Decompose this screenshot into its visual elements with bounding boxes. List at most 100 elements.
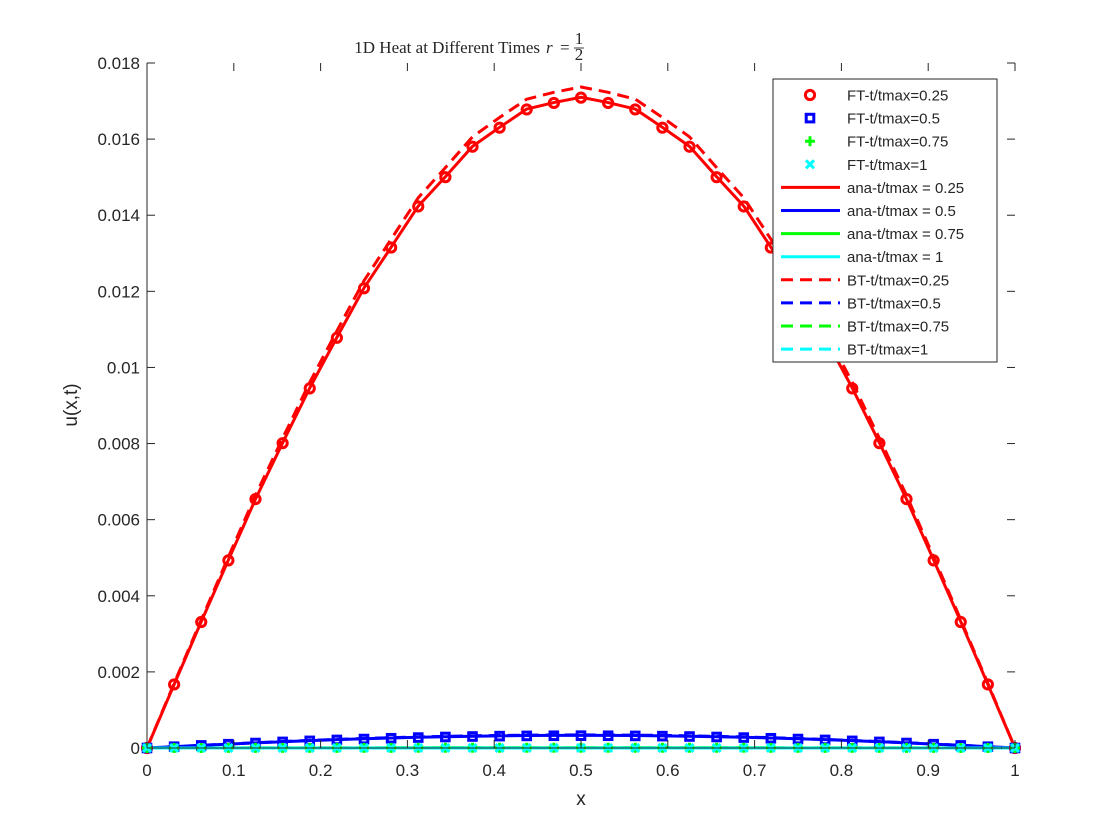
legend: FT-t/tmax=0.25 FT-t/tmax=0.5 FT-t/tmax=0.7… xyxy=(772,78,998,363)
data-point xyxy=(357,282,371,295)
y-axis-label: u(x,t) xyxy=(61,383,82,426)
data-point xyxy=(412,200,425,213)
data-point xyxy=(303,382,316,395)
data-point xyxy=(738,732,750,743)
data-point xyxy=(439,171,452,184)
data-point xyxy=(954,615,967,629)
x-tick-label: 1 xyxy=(1010,761,1019,780)
legend-entry-bt-t-tmax-1: BT-t/tmax=1 xyxy=(781,342,928,359)
legend-entry-ana-t-tmax-1: ana-t/tmax = 1 xyxy=(781,249,943,266)
x-axis-label: x xyxy=(576,789,586,810)
title-math-denominator: 2 xyxy=(575,45,584,64)
data-point xyxy=(602,730,614,742)
legend-label: FT-t/tmax=0.75 xyxy=(847,134,948,151)
legend-entry-ana-t-tmax-0-25: ana-t/tmax = 0.25 xyxy=(781,180,964,197)
y-tick-label: 0.004 xyxy=(97,587,140,606)
series-bt-t-tmax-0-5 xyxy=(146,733,1016,750)
legend-entry-ft-t-tmax-0-25: FT-t/tmax=0.25 xyxy=(803,88,948,105)
series-line xyxy=(145,85,1017,749)
data-point xyxy=(548,730,560,742)
legend-label: BT-t/tmax=0.5 xyxy=(847,295,941,312)
data-point xyxy=(249,493,262,506)
legend-label: FT-t/tmax=0.5 xyxy=(847,111,940,128)
y-axis-ticks: 0 0.002 0.004 0.006 0.008 0.01 0.012 0.014 0.016… xyxy=(97,54,1015,758)
legend-entry-ft-t-tmax-0-75: FT-t/tmax=0.75 xyxy=(805,134,948,151)
data-point xyxy=(683,140,696,153)
x-tick-label: 0 xyxy=(142,761,151,780)
data-point xyxy=(547,96,560,110)
y-tick-label: 0.018 xyxy=(97,54,140,73)
y-tick-label: 0 xyxy=(131,739,140,758)
x-tick-label: 0.8 xyxy=(830,761,854,780)
x-tick-label: 0.9 xyxy=(916,761,940,780)
data-point xyxy=(493,121,506,134)
y-tick-label: 0.002 xyxy=(97,663,140,682)
legend-marker xyxy=(803,88,817,102)
legend-entry-ft-t-tmax-1: FT-t/tmax=1 xyxy=(804,157,927,174)
y-tick-label: 0.016 xyxy=(97,130,140,149)
series-line xyxy=(145,95,1017,749)
data-point xyxy=(440,731,451,743)
y-tick-label: 0.014 xyxy=(97,206,140,225)
chart-title: 1D Heat at Different Times xyxy=(354,38,540,57)
data-point xyxy=(574,91,588,104)
data-point xyxy=(981,678,994,691)
data-point xyxy=(521,730,533,742)
legend-label: FT-t/tmax=0.25 xyxy=(847,88,948,105)
legend-marker xyxy=(804,112,816,124)
legend-entry-ana-t-tmax-0-75: ana-t/tmax = 0.75 xyxy=(781,226,964,243)
data-point xyxy=(711,731,722,743)
data-point xyxy=(168,678,181,691)
legend-entry-bt-t-tmax-0-75: BT-t/tmax=0.75 xyxy=(781,319,949,336)
x-tick-label: 0.7 xyxy=(743,761,767,780)
data-point xyxy=(900,493,913,506)
data-point xyxy=(494,730,505,742)
data-point xyxy=(195,615,208,629)
legend-entry-ft-t-tmax-0-5: FT-t/tmax=0.5 xyxy=(804,111,940,128)
data-point xyxy=(575,730,587,741)
series-ft-t-tmax-0-25 xyxy=(140,91,1022,755)
x-tick-label: 0.5 xyxy=(569,761,593,780)
data-point xyxy=(873,437,886,450)
data-point xyxy=(765,732,777,744)
data-point xyxy=(467,731,478,742)
data-point xyxy=(330,331,343,344)
data-point xyxy=(710,171,723,184)
data-point xyxy=(629,103,642,116)
data-point xyxy=(466,140,479,153)
data-point xyxy=(276,437,289,450)
legend-label: BT-t/tmax=0.25 xyxy=(847,272,949,289)
data-point xyxy=(684,731,695,742)
data-point xyxy=(846,382,859,395)
legend-entry-bt-t-tmax-0-25: BT-t/tmax=0.25 xyxy=(781,272,949,289)
legend-marker xyxy=(805,136,815,147)
data-point xyxy=(412,732,424,743)
data-point xyxy=(602,96,615,110)
x-tick-label: 0.2 xyxy=(309,761,333,780)
data-point xyxy=(520,103,533,116)
x-tick-label: 0.4 xyxy=(482,761,506,780)
data-point xyxy=(385,732,397,744)
title-math-equals: = xyxy=(560,38,570,57)
series-bt-t-tmax-0-25 xyxy=(145,85,1017,749)
x-tick-label: 0.6 xyxy=(656,761,680,780)
x-tick-label: 0.3 xyxy=(396,761,420,780)
data-point xyxy=(927,554,940,567)
y-tick-label: 0.01 xyxy=(107,358,140,377)
legend-label: ana-t/tmax = 1 xyxy=(847,249,943,266)
y-tick-label: 0.006 xyxy=(97,511,140,530)
y-tick-label: 0.012 xyxy=(97,282,140,301)
data-point xyxy=(656,121,669,134)
data-point xyxy=(737,200,750,213)
data-point xyxy=(385,241,398,254)
legend-entry-ana-t-tmax-0-5: ana-t/tmax = 0.5 xyxy=(781,203,956,220)
data-point xyxy=(222,554,235,567)
legend-box xyxy=(772,78,998,363)
legend-label: ana-t/tmax = 0.75 xyxy=(847,226,964,243)
legend-label: ana-t/tmax = 0.5 xyxy=(847,203,956,220)
legend-entry-bt-t-tmax-0-5: BT-t/tmax=0.5 xyxy=(781,295,941,312)
legend-label: BT-t/tmax=1 xyxy=(847,342,928,359)
x-tick-label: 0.1 xyxy=(222,761,246,780)
title-math: r = 1 2 xyxy=(546,29,584,64)
